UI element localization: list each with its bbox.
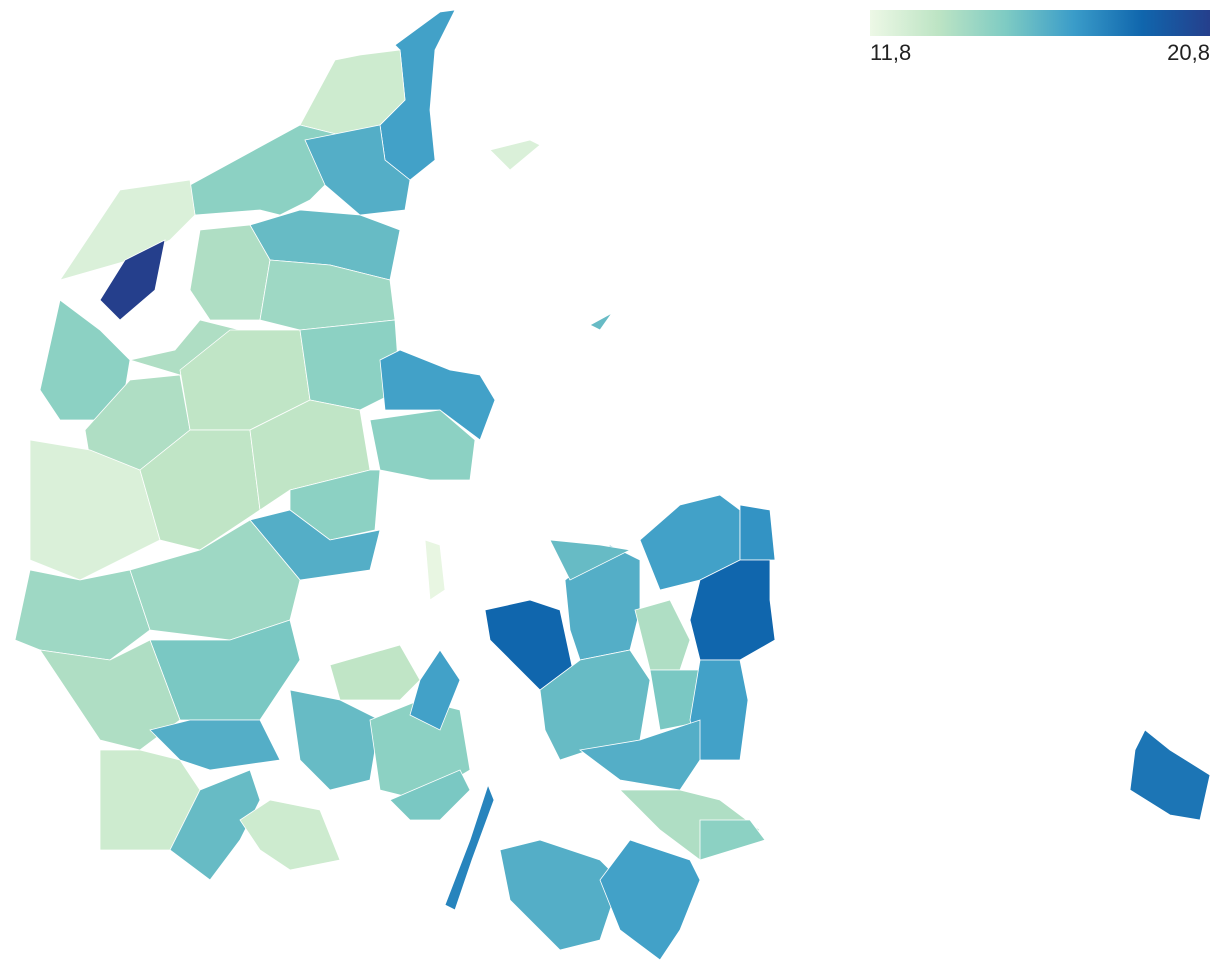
municipality: [189, 224, 271, 321]
municipality: [304, 124, 411, 216]
municipalities: [14, 9, 1211, 961]
municipality: [444, 783, 495, 911]
municipality: [634, 599, 691, 671]
municipality: [329, 644, 421, 701]
municipality: [1129, 729, 1211, 821]
color-scale: [870, 10, 1210, 36]
municipality: [499, 839, 621, 951]
municipality: [599, 839, 701, 961]
municipality: [379, 349, 496, 441]
municipality: [489, 139, 541, 171]
legend-max-label: 20,8: [1167, 40, 1210, 65]
municipality: [189, 124, 341, 216]
municipality: [169, 769, 261, 881]
municipality: [589, 312, 613, 331]
municipality: [239, 799, 341, 871]
municipality: [689, 659, 749, 761]
municipality: [14, 569, 151, 661]
municipality: [289, 689, 381, 791]
municipality: [389, 769, 471, 821]
municipality: [549, 539, 632, 581]
municipality: [739, 504, 776, 561]
municipality: [699, 819, 766, 861]
municipality: [299, 319, 401, 411]
municipality: [99, 239, 166, 321]
municipality: [149, 719, 281, 771]
municipality: [424, 539, 446, 601]
legend-min-label: 11,8: [870, 40, 911, 65]
municipality: [39, 299, 131, 421]
municipality: [579, 719, 701, 791]
municipality: [689, 559, 776, 661]
municipality: [129, 519, 301, 641]
municipality: [409, 649, 461, 731]
